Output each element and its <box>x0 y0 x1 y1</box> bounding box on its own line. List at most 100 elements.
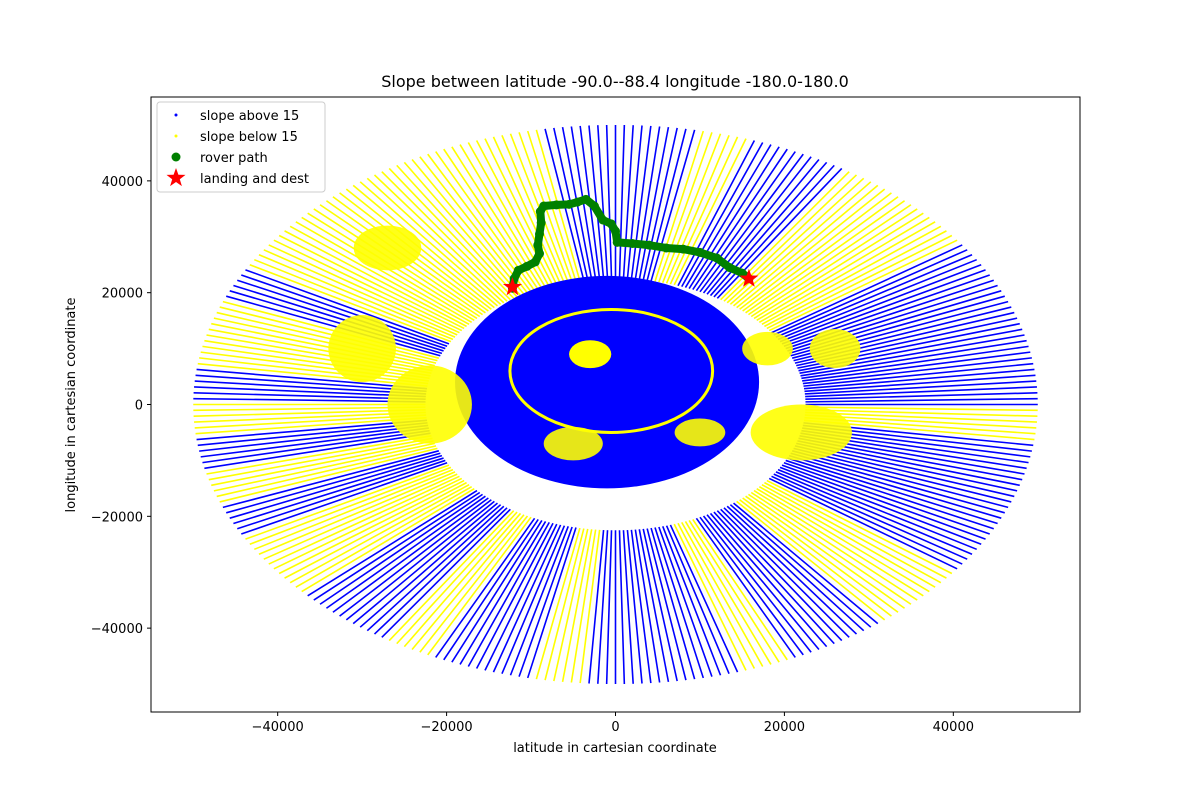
landing-star <box>739 268 759 287</box>
slope-above-ray <box>475 522 554 669</box>
slope-below-ray <box>764 230 947 328</box>
landing-markers-layer <box>503 268 759 296</box>
x-tick-label: 0 <box>611 720 619 735</box>
slope-below-ray <box>388 510 515 642</box>
slope-above-ray <box>805 386 1037 398</box>
slope-below-ray <box>193 408 426 418</box>
slope-below-ray <box>742 196 899 312</box>
landing-star <box>503 277 522 296</box>
y-tick-label: 0 <box>135 399 143 414</box>
slope-above-ray <box>307 489 478 597</box>
slope-below-ray <box>289 483 470 584</box>
slope-above-ray <box>791 450 1009 509</box>
slope-below-ray <box>745 200 906 314</box>
slope-above-ray <box>688 146 780 289</box>
slope-below-ray <box>381 171 511 301</box>
legend-item: landing and dest <box>166 168 309 187</box>
slope-below-ray <box>388 167 515 299</box>
slope-above-ray <box>802 357 1032 385</box>
slope-below-ray <box>219 447 438 503</box>
slope-below-ray <box>219 306 438 362</box>
slope-above-ray <box>646 128 687 281</box>
slope-above-ray <box>804 374 1036 393</box>
y-tick-label: 40000 <box>102 175 143 190</box>
slope-below-ray <box>200 351 429 382</box>
slope-above-ray <box>373 507 508 635</box>
slope-below-ray <box>756 487 930 593</box>
rover-path-point <box>644 240 654 250</box>
slope-below-ray <box>396 511 518 645</box>
slope-below-patch <box>387 365 472 444</box>
slope-above-ray <box>681 142 764 287</box>
rover-path-point <box>695 247 705 257</box>
slope-below-ray <box>684 521 772 665</box>
slope-below-ray <box>739 192 892 310</box>
slope-above-ray <box>720 508 850 638</box>
slope-above-ray <box>597 125 609 279</box>
slope-above-ray <box>733 502 879 625</box>
slope-above-ray <box>802 351 1031 382</box>
slope-above-ray <box>241 462 448 535</box>
slope-above-ray <box>509 526 569 676</box>
slope-below-ray <box>658 132 713 283</box>
slope-below-ray <box>544 528 585 681</box>
rover-path-point <box>513 265 523 275</box>
slope-below-ray <box>805 411 1037 423</box>
slope-above-ray <box>716 167 843 299</box>
slope-above-ray <box>650 527 696 680</box>
slope-below-ray <box>753 489 924 597</box>
slope-above-ray <box>706 514 820 650</box>
slope-above-ray <box>245 269 450 345</box>
rover-path-point <box>606 219 616 229</box>
slope-above-ray <box>622 530 634 684</box>
slope-below-ray <box>692 518 788 661</box>
rover-path-point <box>564 199 574 209</box>
slope-below-ray <box>373 174 508 302</box>
legend: slope above 15 slope below 15 rover path la… <box>156 101 326 193</box>
slope-above-ray <box>805 397 1038 403</box>
slope-below-patch <box>809 329 861 369</box>
slope-above-ray <box>805 391 1038 401</box>
slope-above-ray <box>451 520 543 663</box>
slope-below-ray <box>222 300 440 359</box>
slope-below-ray <box>366 177 505 304</box>
rover-path-point <box>661 243 671 253</box>
slope-below-ray <box>681 522 764 667</box>
slope-below-ray <box>758 486 936 588</box>
slope-above-ray <box>196 419 428 441</box>
slope-above-ray <box>771 475 963 565</box>
slope-below-ray <box>254 258 454 341</box>
slope-above-ray <box>709 512 828 648</box>
slope-above-ray <box>781 464 986 540</box>
slope-below-ray <box>295 221 473 323</box>
slope-below-ray <box>764 481 947 579</box>
slope-below-ray <box>742 497 899 613</box>
rover-path-point <box>533 240 543 250</box>
slope-below-ray <box>805 406 1038 412</box>
legend-box <box>156 101 326 193</box>
legend-item: slope above 15 <box>174 109 299 124</box>
slope-below-ray <box>427 153 532 293</box>
slope-above-ray <box>233 457 444 525</box>
slope-below-ray <box>206 434 432 475</box>
slope-above-ray <box>634 529 661 683</box>
slope-below-ray <box>748 493 912 605</box>
slope-below-patch <box>674 418 726 447</box>
scatter-layer <box>193 124 1038 685</box>
slope-above-ray <box>677 140 756 287</box>
y-axis-ticks: −40000 −20000 0 20000 40000 <box>91 175 151 637</box>
slope-above-crater <box>518 315 705 427</box>
slope-above-ray <box>194 380 427 395</box>
slope-above-ray <box>313 491 481 601</box>
rover-path-layer <box>507 194 754 293</box>
legend-marker <box>174 134 178 138</box>
slope-below-ray <box>750 208 918 318</box>
slope-below-ray <box>301 487 475 593</box>
slope-above-ray <box>779 263 982 343</box>
slope-above-ray <box>222 450 440 509</box>
slope-below-ray <box>673 523 747 671</box>
slope-below-ray <box>216 311 437 364</box>
slope-below-ray <box>216 445 437 498</box>
legend-marker <box>171 152 181 162</box>
slope-above-ray <box>501 525 566 675</box>
